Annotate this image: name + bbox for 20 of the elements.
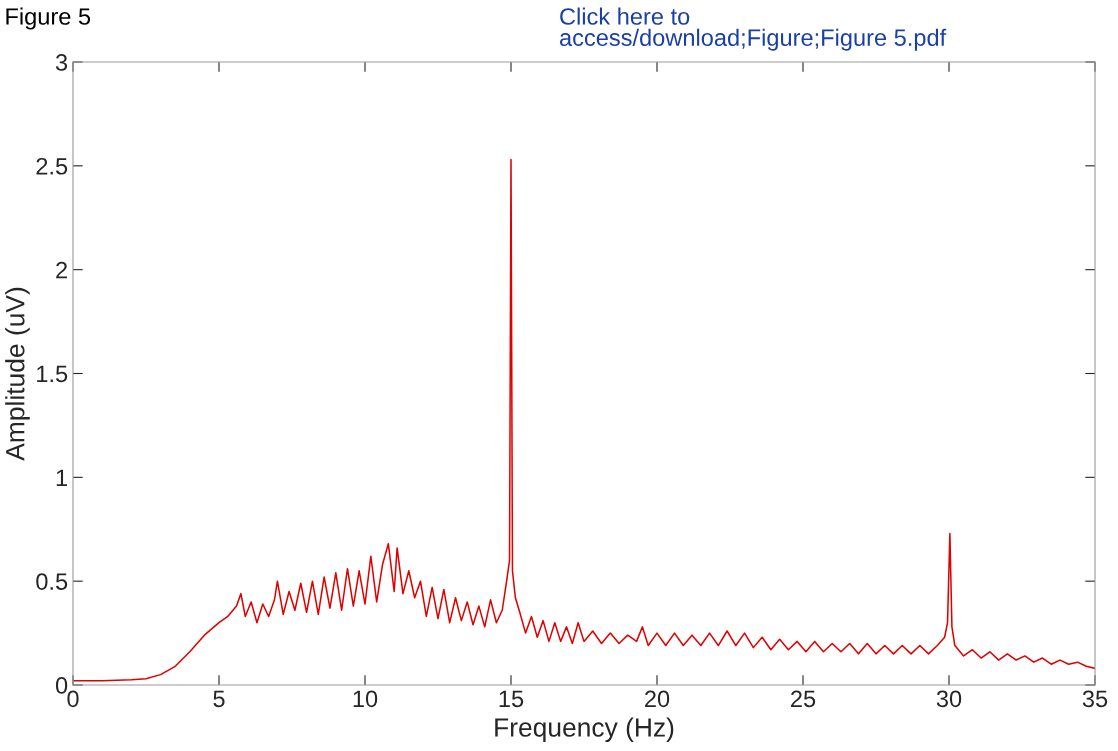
text: Click here to access/download;Figure;Figure 5.pdf	[560, 7, 947, 51]
y-tick-label: 2	[56, 261, 67, 279]
x-axis-title: Frequency (Hz)	[495, 717, 674, 743]
y-tick-label: 0.5	[36, 573, 68, 590]
y-tick-label: 2.5	[36, 157, 68, 175]
y-tick-label: 1	[56, 469, 67, 486]
caption: Figure 5	[6, 7, 91, 30]
x-tick-label: 20	[645, 690, 670, 708]
x-tick-label: 15	[499, 690, 524, 708]
x-tick-label: 5	[213, 690, 225, 708]
line-series	[73, 158, 1095, 682]
x-tick-label: 30	[936, 690, 962, 708]
x-tick-label: 10	[353, 690, 378, 708]
y-tick-label: 1.5	[37, 365, 68, 383]
y-tick-label: 3	[55, 54, 68, 71]
x-tick-label: 35	[1082, 690, 1108, 708]
y-tick-label: 0	[55, 677, 68, 694]
x-tick-label: 0	[67, 690, 79, 708]
x-tick-label: 25	[791, 690, 816, 708]
y-axis-title: Amplitude (uV)	[5, 287, 30, 461]
